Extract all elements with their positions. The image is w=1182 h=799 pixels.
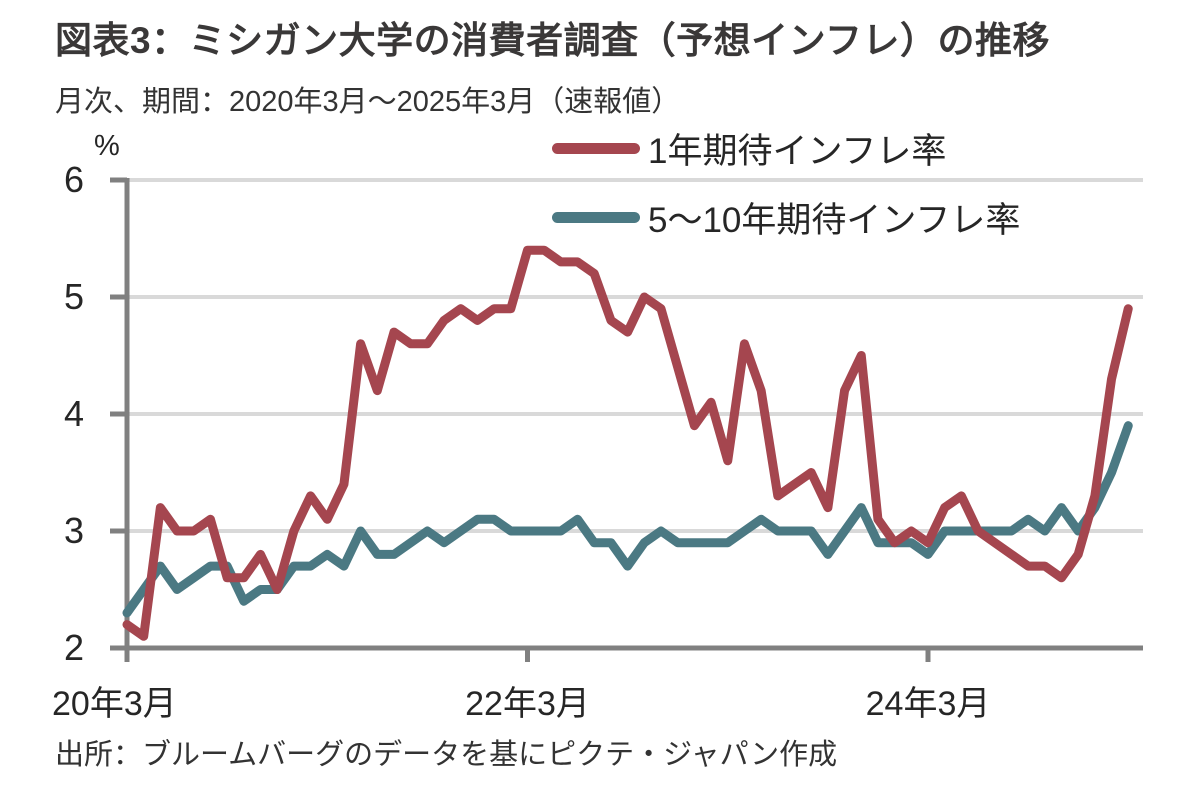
x-tick-label-2: 24年3月 [865, 685, 991, 723]
chart-subtitle: 月次、期間：2020年3月～2025年3月（速報値） [55, 86, 681, 118]
legend-swatch-5-10yr-icon [552, 212, 640, 223]
x-tick-label-0: 20年3月 [52, 685, 177, 723]
y-tick-label-3: 3 [63, 510, 84, 551]
y-tick-label-5: 5 [63, 276, 84, 317]
y-tick-label-2: 2 [63, 627, 84, 668]
chart-title: 図表3：ミシガン大学の消費者調査（予想インフレ）の推移 [55, 20, 1050, 61]
series-line-5-10yr [122, 421, 1133, 618]
legend-label-5-10yr: 5～10年期待インフレ率 [648, 201, 1021, 240]
y-axis-unit-label: % [94, 130, 120, 162]
legend-swatch-1yr-icon [552, 143, 640, 154]
legend-item-1yr: 1年期待インフレ率 [552, 123, 946, 174]
legend-item-5-10yr: 5～10年期待インフレ率 [552, 192, 1020, 243]
y-tick-label-4: 4 [63, 393, 84, 434]
x-tick-label-1: 22年3月 [465, 685, 590, 723]
legend-label-1yr: 1年期待インフレ率 [648, 132, 947, 171]
series-line-1yr [122, 245, 1133, 641]
source-note: 出所：ブルームバーグのデータを基にピクテ・ジャパン作成 [55, 739, 838, 771]
y-tick-label-6: 6 [63, 159, 84, 200]
